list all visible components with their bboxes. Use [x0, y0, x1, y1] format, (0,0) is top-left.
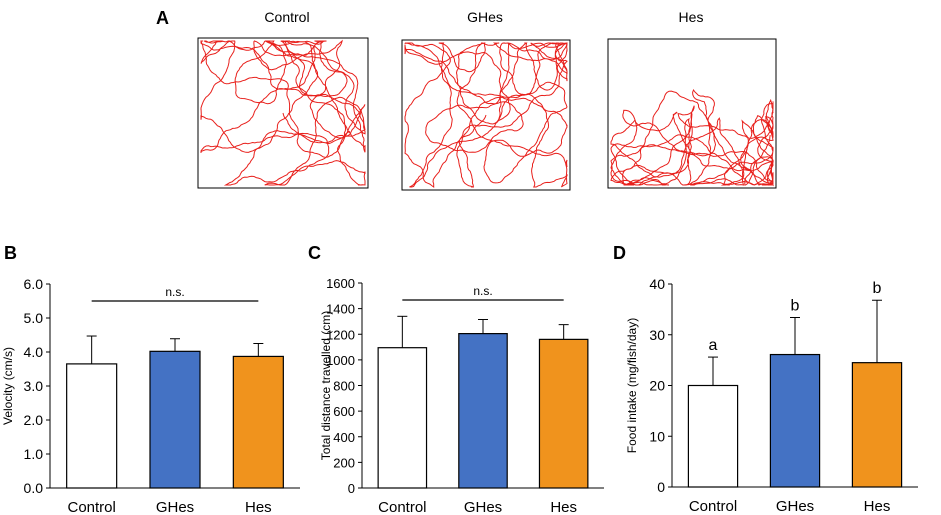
- y-tick-label: 1000: [326, 353, 355, 368]
- y-tick-label: 0.0: [24, 480, 44, 496]
- x-tick-label: Hes: [864, 498, 891, 515]
- x-tick-label: Control: [689, 498, 737, 515]
- y-tick-label: 30: [649, 327, 665, 343]
- movement-track-hes: [610, 88, 775, 187]
- y-tick-label: 600: [333, 404, 355, 419]
- y-tick-label: 0: [348, 481, 355, 496]
- panel-label-d: D: [613, 243, 626, 263]
- y-tick-label: 0: [657, 479, 665, 495]
- bar-ghes: [149, 350, 201, 489]
- significance-letter: a: [709, 337, 718, 354]
- bar-control: [377, 347, 428, 489]
- panel-label-b: B: [4, 243, 17, 263]
- bar-hes: [538, 338, 589, 489]
- y-tick-label: 20: [649, 378, 665, 394]
- arena-hes: [607, 38, 777, 189]
- bar-control: [66, 363, 118, 489]
- y-tick-label: 6.0: [24, 276, 44, 292]
- y-tick-label: 1200: [326, 327, 355, 342]
- y-tick-label: 4.0: [24, 344, 44, 360]
- movement-track-control: [200, 39, 366, 186]
- y-tick-label: 800: [333, 379, 355, 394]
- x-tick-label: GHes: [776, 498, 814, 515]
- significance-label: n.s.: [165, 285, 184, 299]
- y-tick-label: 5.0: [24, 310, 44, 326]
- y-tick-label: 1600: [326, 276, 355, 291]
- y-axis-title: Total distance travelled (cm): [319, 311, 333, 460]
- bar-ghes: [458, 333, 508, 489]
- arena-title-hes: Hes: [679, 9, 704, 25]
- x-tick-label: Hes: [245, 499, 272, 515]
- y-tick-label: 1.0: [24, 446, 44, 462]
- y-tick-label: 200: [333, 455, 355, 470]
- x-tick-label: GHes: [156, 499, 194, 515]
- y-tick-label: 1400: [326, 302, 355, 317]
- y-tick-label: 40: [649, 276, 665, 292]
- y-tick-label: 400: [333, 430, 355, 445]
- chart-food-intake: 0 10 20 30 40 Food intake (mg/fish/day) Contro…: [625, 276, 918, 515]
- significance-letter: b: [791, 297, 800, 314]
- x-tick-label: Hes: [550, 499, 577, 515]
- x-tick-label: Control: [378, 499, 426, 515]
- panel-label-c: C: [308, 243, 321, 263]
- y-tick-label: 10: [649, 428, 665, 444]
- arena-ghes: [401, 39, 571, 191]
- chart-total-distance: 0 200 400 600 800 1000 1200 1400 1600 Total dista…: [319, 276, 604, 515]
- movement-track-ghes: [404, 42, 569, 188]
- panel-a: A Control GHes Hes: [156, 8, 777, 191]
- panel-label-a: A: [156, 8, 169, 28]
- arena-control: [197, 37, 369, 189]
- chart-velocity: 0.0 1.0 2.0 3.0 4.0 5.0 6.0 Velocity (cm/s) Cont…: [1, 276, 300, 515]
- x-tick-label: GHes: [464, 499, 502, 515]
- significance-label: n.s.: [473, 284, 492, 298]
- y-tick-label: 2.0: [24, 412, 44, 428]
- y-axis-title: Food intake (mg/fish/day): [625, 318, 639, 453]
- y-tick-label: 3.0: [24, 378, 44, 394]
- bar-ghes: [769, 353, 821, 488]
- arena-title-ghes: GHes: [467, 9, 503, 25]
- bar-hes: [232, 355, 284, 489]
- x-tick-label: Control: [67, 499, 115, 515]
- y-axis-title: Velocity (cm/s): [1, 347, 15, 425]
- bar-hes: [851, 362, 903, 488]
- bar-control: [687, 384, 739, 488]
- significance-letter: b: [873, 280, 882, 297]
- arena-title-control: Control: [264, 9, 309, 25]
